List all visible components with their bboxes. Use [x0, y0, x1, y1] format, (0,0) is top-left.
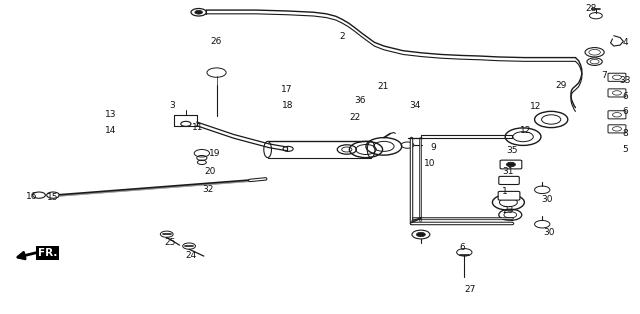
Text: 23: 23 — [502, 206, 514, 215]
FancyBboxPatch shape — [608, 73, 626, 81]
Text: 30: 30 — [541, 195, 552, 204]
Text: 2: 2 — [340, 32, 345, 41]
FancyBboxPatch shape — [498, 192, 520, 200]
Text: 35: 35 — [506, 146, 517, 155]
FancyBboxPatch shape — [500, 160, 522, 169]
Text: 10: 10 — [424, 159, 436, 168]
Text: 1: 1 — [502, 187, 508, 196]
Text: 17: 17 — [281, 85, 292, 94]
FancyBboxPatch shape — [608, 89, 626, 97]
Text: 15: 15 — [47, 193, 59, 202]
Text: 29: 29 — [556, 81, 567, 89]
Text: 12: 12 — [520, 126, 531, 135]
Text: 4: 4 — [623, 38, 628, 47]
Text: 8: 8 — [622, 129, 628, 138]
Circle shape — [195, 10, 202, 14]
Text: 11: 11 — [191, 123, 203, 132]
Circle shape — [417, 232, 426, 237]
Text: 6: 6 — [622, 107, 628, 116]
Text: 12: 12 — [530, 102, 541, 111]
Text: 5: 5 — [622, 145, 628, 154]
Text: 18: 18 — [282, 101, 294, 110]
Text: 26: 26 — [211, 37, 222, 46]
FancyBboxPatch shape — [608, 111, 626, 119]
FancyBboxPatch shape — [499, 176, 519, 185]
Circle shape — [506, 162, 515, 167]
Text: 13: 13 — [105, 110, 116, 119]
Text: 19: 19 — [209, 149, 220, 158]
Text: 31: 31 — [502, 166, 514, 176]
Text: 24: 24 — [186, 251, 196, 260]
Text: 33: 33 — [620, 76, 631, 85]
Text: FR.: FR. — [38, 248, 57, 258]
Text: 34: 34 — [409, 101, 420, 110]
FancyBboxPatch shape — [608, 125, 626, 133]
Text: 36: 36 — [355, 96, 366, 105]
Text: 32: 32 — [202, 185, 214, 194]
Text: 9: 9 — [431, 143, 436, 152]
Text: 14: 14 — [105, 126, 116, 135]
Text: 27: 27 — [465, 285, 476, 294]
Text: 7: 7 — [602, 71, 607, 80]
Text: 3: 3 — [169, 101, 175, 110]
Text: 28: 28 — [586, 4, 597, 13]
Text: 30: 30 — [543, 228, 554, 236]
Text: 22: 22 — [349, 113, 361, 122]
Text: 6: 6 — [622, 92, 628, 100]
Text: 16: 16 — [26, 192, 37, 201]
Text: 25: 25 — [164, 238, 175, 247]
Text: 6: 6 — [460, 243, 465, 252]
Text: 20: 20 — [204, 166, 216, 176]
Text: 21: 21 — [377, 82, 388, 91]
